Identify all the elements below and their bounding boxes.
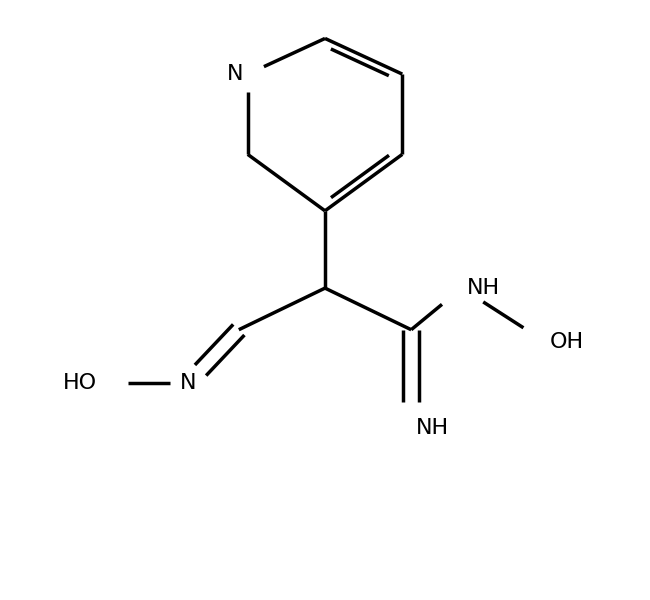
Text: OH: OH: [550, 332, 584, 352]
Text: NH: NH: [467, 278, 500, 298]
Text: HO: HO: [63, 373, 98, 393]
Text: N: N: [226, 64, 243, 84]
Text: NH: NH: [416, 418, 449, 438]
Text: N: N: [180, 373, 196, 393]
